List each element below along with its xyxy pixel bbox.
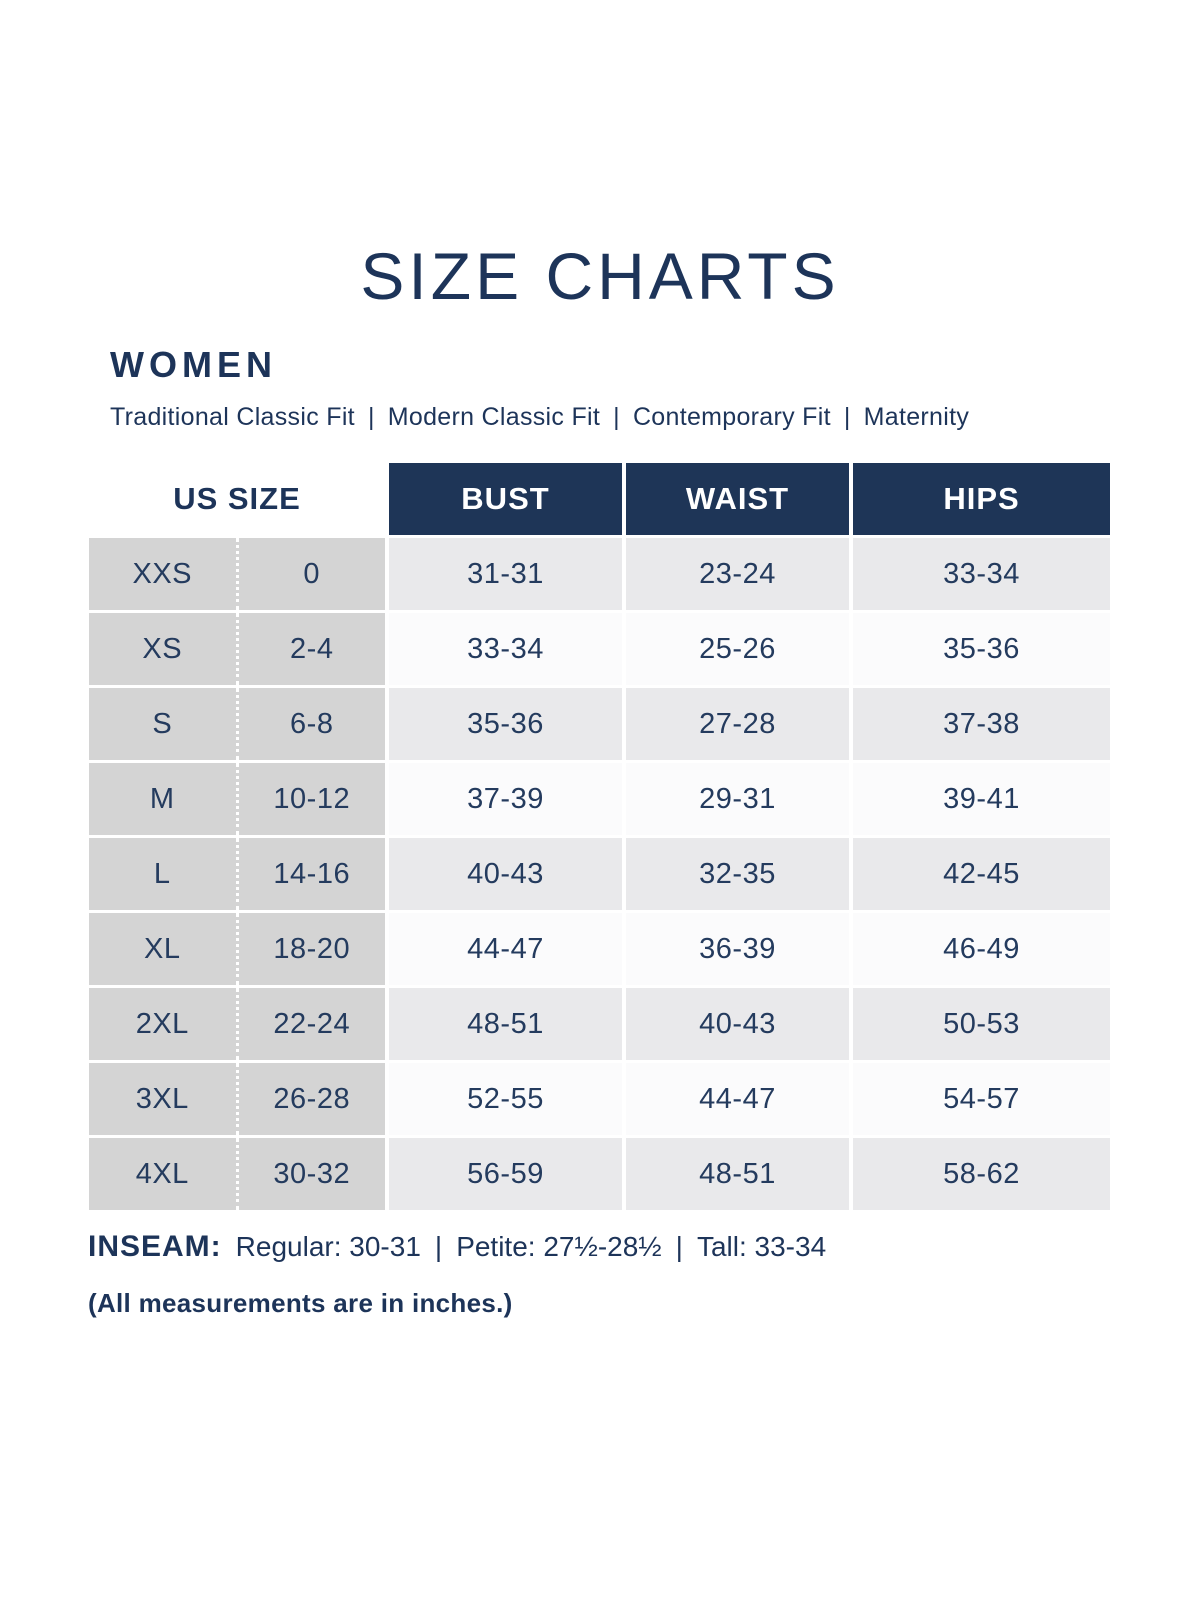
fit-option: Traditional Classic Fit xyxy=(110,403,355,431)
cell-size-group: XXS 0 xyxy=(89,538,385,610)
size-split: XXS 0 xyxy=(89,538,385,610)
cell-us-size: 0 xyxy=(235,538,386,610)
cell-size-label: 4XL xyxy=(135,1157,189,1190)
fit-separator: | xyxy=(843,403,851,431)
cell-size-label: 3XL xyxy=(135,1082,189,1115)
inseam-regular: Regular: 30-31 xyxy=(235,1231,421,1262)
table-row: M 10-12 37-39 29-31 39-41 xyxy=(89,763,1110,835)
cell-us-size: 10-12 xyxy=(235,763,386,835)
size-table-body: XXS 0 31-31 23-24 33-34 XS 2-4 33-34 25-26 35-36 S… xyxy=(89,538,1110,1210)
cell-waist: 44-47 xyxy=(626,1063,849,1135)
cell-size-label: S xyxy=(152,707,173,740)
cell-size-group: XS 2-4 xyxy=(89,613,385,685)
inseam-separator: | xyxy=(434,1231,443,1262)
inseam-petite: Petite: 27½-28½ xyxy=(456,1231,662,1262)
fit-option: Modern Classic Fit xyxy=(387,403,601,431)
cell-size-label: M xyxy=(149,782,175,815)
cell-us-size: 26-28 xyxy=(235,1063,386,1135)
cell-size-label: L xyxy=(153,857,171,890)
table-header-row: US SIZE BUST WAIST HIPS xyxy=(89,463,1110,535)
size-split: M 10-12 xyxy=(89,763,385,835)
cell-size-group: L 14-16 xyxy=(89,838,385,910)
cell-hips: 37-38 xyxy=(853,688,1110,760)
size-split: 2XL 22-24 xyxy=(89,988,385,1060)
size-split: L 14-16 xyxy=(89,838,385,910)
column-header-us-size: US SIZE xyxy=(89,463,385,535)
cell-hips: 35-36 xyxy=(853,613,1110,685)
table-row: 3XL 26-28 52-55 44-47 54-57 xyxy=(89,1063,1110,1135)
inseam-tall: Tall: 33-34 xyxy=(696,1231,827,1262)
cell-waist: 48-51 xyxy=(626,1138,849,1210)
cell-size-group: XL 18-20 xyxy=(89,913,385,985)
table-row: 4XL 30-32 56-59 48-51 58-62 xyxy=(89,1138,1110,1210)
cell-us-size: 6-8 xyxy=(235,688,386,760)
table-row: S 6-8 35-36 27-28 37-38 xyxy=(89,688,1110,760)
cell-waist: 32-35 xyxy=(626,838,849,910)
cell-hips: 54-57 xyxy=(853,1063,1110,1135)
cell-size-label: XS xyxy=(142,632,183,665)
inseam-info: INSEAM: Regular: 30-31 | Petite: 27½-28½ | Ta… xyxy=(88,1230,826,1264)
cell-hips: 50-53 xyxy=(853,988,1110,1060)
cell-size-label: XL xyxy=(144,932,181,965)
cell-us-size: 14-16 xyxy=(235,838,386,910)
cell-bust: 48-51 xyxy=(389,988,622,1060)
cell-bust: 37-39 xyxy=(389,763,622,835)
cell-waist: 27-28 xyxy=(626,688,849,760)
fit-separator: | xyxy=(367,403,375,431)
cell-us-size: 22-24 xyxy=(235,988,386,1060)
cell-size-group: 4XL 30-32 xyxy=(89,1138,385,1210)
size-split: 3XL 26-28 xyxy=(89,1063,385,1135)
cell-bust: 35-36 xyxy=(389,688,622,760)
cell-size-label: 2XL xyxy=(135,1007,189,1040)
cell-size-group: 3XL 26-28 xyxy=(89,1063,385,1135)
size-split: XS 2-4 xyxy=(89,613,385,685)
fit-option: Contemporary Fit xyxy=(632,403,831,431)
cell-size-group: 2XL 22-24 xyxy=(89,988,385,1060)
table-row: XXS 0 31-31 23-24 33-34 xyxy=(89,538,1110,610)
table-row: L 14-16 40-43 32-35 42-45 xyxy=(89,838,1110,910)
size-split: XL 18-20 xyxy=(89,913,385,985)
inseam-label: INSEAM: xyxy=(88,1230,222,1263)
fit-separator: | xyxy=(613,403,620,431)
table-row: XL 18-20 44-47 36-39 46-49 xyxy=(89,913,1110,985)
cell-bust: 52-55 xyxy=(389,1063,622,1135)
cell-bust: 40-43 xyxy=(389,838,622,910)
cell-size-group: S 6-8 xyxy=(89,688,385,760)
cell-bust: 56-59 xyxy=(389,1138,622,1210)
cell-waist: 29-31 xyxy=(626,763,849,835)
inseam-separator: | xyxy=(675,1231,683,1262)
cell-waist: 25-26 xyxy=(626,613,849,685)
cell-bust: 33-34 xyxy=(389,613,622,685)
column-header-bust: BUST xyxy=(389,463,622,535)
section-heading-women: WOMEN xyxy=(110,344,277,385)
cell-hips: 39-41 xyxy=(853,763,1110,835)
fit-options: Traditional Classic Fit | Modern Classic F… xyxy=(110,403,969,432)
page-title: SIZE CHARTS xyxy=(360,239,840,313)
cell-us-size: 30-32 xyxy=(235,1138,386,1210)
size-split: 4XL 30-32 xyxy=(89,1138,385,1210)
cell-us-size: 18-20 xyxy=(235,913,386,985)
cell-us-size: 2-4 xyxy=(235,613,386,685)
measurements-note: (All measurements are in inches.) xyxy=(88,1288,513,1318)
cell-hips: 42-45 xyxy=(853,838,1110,910)
cell-waist: 36-39 xyxy=(626,913,849,985)
cell-hips: 33-34 xyxy=(853,538,1110,610)
cell-bust: 44-47 xyxy=(389,913,622,985)
cell-size-group: M 10-12 xyxy=(89,763,385,835)
cell-hips: 46-49 xyxy=(853,913,1110,985)
cell-bust: 31-31 xyxy=(389,538,622,610)
cell-waist: 40-43 xyxy=(626,988,849,1060)
fit-option: Maternity xyxy=(863,403,970,431)
cell-waist: 23-24 xyxy=(626,538,849,610)
table-row: XS 2-4 33-34 25-26 35-36 xyxy=(89,613,1110,685)
column-header-hips: HIPS xyxy=(853,463,1110,535)
size-table: US SIZE BUST WAIST HIPS XXS 0 31-31 23-24 33… xyxy=(85,460,1114,1213)
size-split: S 6-8 xyxy=(89,688,385,760)
table-row: 2XL 22-24 48-51 40-43 50-53 xyxy=(89,988,1110,1060)
cell-hips: 58-62 xyxy=(853,1138,1110,1210)
cell-size-label: XXS xyxy=(132,557,193,590)
column-header-waist: WAIST xyxy=(626,463,849,535)
